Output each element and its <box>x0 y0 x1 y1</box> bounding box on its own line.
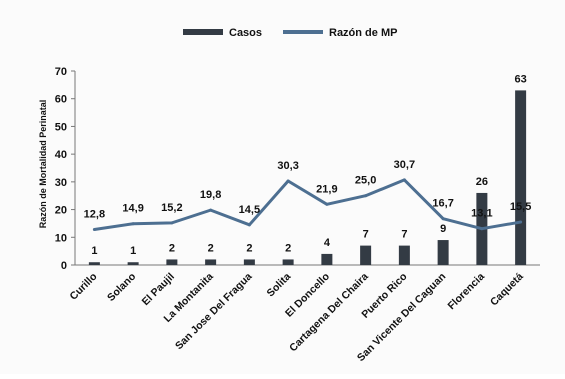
line-point <box>325 202 329 206</box>
x-tick-label: San Jose Del Fragua <box>173 271 255 353</box>
y-tick-label: 30 <box>55 177 67 189</box>
line-label: 14,9 <box>122 203 143 215</box>
bar-label: 7 <box>401 229 407 241</box>
bar-label: 2 <box>246 242 252 254</box>
bar <box>398 245 410 265</box>
line-point <box>92 228 96 232</box>
line-label: 12,8 <box>84 209 105 221</box>
bar <box>127 262 139 265</box>
legend: Casos Razón de MP <box>183 27 397 39</box>
data-labels: 1 1 2 2 2 2 4 7 7 9 26 63 12,8 14,9 15,2 19,8 14,5 30,3 21… <box>84 73 532 257</box>
x-tick-label: Solita <box>265 271 294 300</box>
x-tick-label: Curillo <box>67 271 99 303</box>
y-axis: 0 10 20 30 40 50 60 70 Razón de Mortalidad Perin… <box>38 66 76 272</box>
line-label: 15,5 <box>510 201 531 213</box>
bar-label: 4 <box>324 237 331 249</box>
line-label: 16,7 <box>432 198 453 210</box>
line-point <box>441 217 445 221</box>
x-tick-label: Caquetá <box>488 271 526 309</box>
bar <box>360 245 372 265</box>
line-point <box>209 208 213 212</box>
bar <box>205 259 217 265</box>
x-tick-label: Florencia <box>445 271 487 313</box>
line-point <box>247 223 251 227</box>
line-point <box>286 179 290 183</box>
bar <box>515 90 527 266</box>
bar-label: 9 <box>440 223 446 235</box>
bar-label: 2 <box>285 242 291 254</box>
line-label: 30,7 <box>394 159 415 171</box>
y-tick-label: 40 <box>55 149 67 161</box>
bar-label: 1 <box>91 245 97 257</box>
line-label: 21,9 <box>316 183 337 195</box>
y-axis-label: Razón de Mortalidad Perinatal <box>38 100 48 229</box>
bar-label: 2 <box>208 242 214 254</box>
x-tick-label: Solano <box>105 271 138 304</box>
bar <box>88 262 100 265</box>
y-tick-label: 20 <box>55 205 67 217</box>
bar-label: 7 <box>363 229 369 241</box>
y-tick-label: 10 <box>55 232 67 244</box>
line-label: 19,8 <box>200 189 221 201</box>
bar <box>282 259 294 265</box>
legend-label-casos: Casos <box>229 27 262 39</box>
line-label: 15,2 <box>161 202 182 214</box>
series-line <box>94 178 521 232</box>
legend-swatch-casos <box>183 29 223 35</box>
line-label: 30,3 <box>277 160 298 172</box>
y-tick-label: 60 <box>55 94 67 106</box>
bar-label: 63 <box>515 73 527 85</box>
bar <box>437 240 449 265</box>
line-series <box>92 178 523 232</box>
line-point <box>131 222 135 226</box>
y-tick-label: 50 <box>55 121 67 133</box>
bar-label: 2 <box>169 242 175 254</box>
line-point <box>364 194 368 198</box>
bar-label: 26 <box>476 176 488 188</box>
line-point <box>402 178 406 182</box>
y-tick-label: 70 <box>55 66 67 78</box>
line-point <box>480 227 484 231</box>
line-label: 14,5 <box>239 204 260 216</box>
line-label: 13,1 <box>471 208 492 220</box>
bar <box>166 259 178 265</box>
bar <box>243 259 255 265</box>
bar <box>321 253 333 265</box>
x-tick-label: El Paujil <box>140 271 177 308</box>
legend-label-razon: Razón de MP <box>329 27 397 39</box>
line-point <box>170 221 174 225</box>
y-tick-label: 0 <box>61 260 67 272</box>
bar-label: 1 <box>130 245 136 257</box>
line-point <box>519 220 523 224</box>
bar-series <box>88 90 527 266</box>
line-label: 25,0 <box>355 175 376 187</box>
